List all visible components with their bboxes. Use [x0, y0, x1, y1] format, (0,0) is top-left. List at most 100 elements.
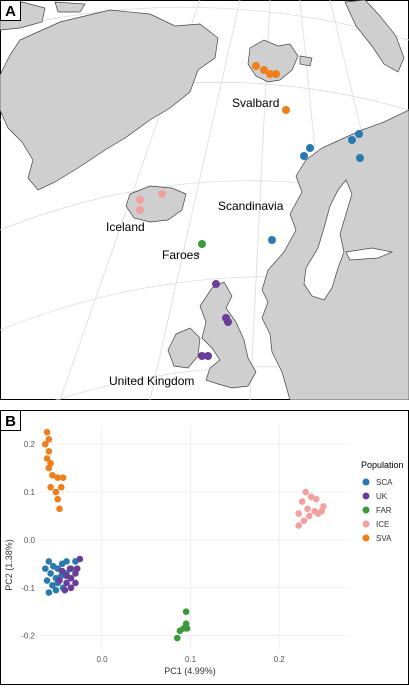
- point-sca: [43, 577, 51, 584]
- point-sva: [57, 483, 65, 491]
- arctic-island-small: [54, 1, 86, 13]
- y-tick-label: -0.2: [21, 632, 35, 641]
- pca-x-ticks: 0.0 0.1 0.2: [96, 655, 285, 664]
- legend-swatch-uk: [362, 492, 370, 500]
- map-point-sca: [306, 144, 314, 152]
- point-sca: [63, 558, 70, 565]
- point-uk: [73, 565, 81, 572]
- x-axis-label: PC1 (4.99%): [164, 666, 216, 676]
- point-ice: [298, 498, 306, 505]
- legend-swatch-ice: [362, 520, 370, 528]
- map-point-sca: [355, 130, 363, 138]
- pca-points: [42, 428, 327, 642]
- point-sva: [43, 455, 51, 462]
- svalbard-islet: [299, 55, 313, 67]
- label-united-kingdom: United Kingdom: [109, 374, 194, 388]
- point-sva: [49, 471, 56, 479]
- point-uk: [76, 555, 84, 563]
- legend-swatch-far: [362, 506, 370, 514]
- great-britain-landmass: [199, 281, 257, 389]
- faroe-islet: [196, 252, 200, 256]
- point-far: [176, 627, 184, 635]
- point-ice: [305, 512, 313, 520]
- label-faroes: Faroes: [162, 248, 199, 262]
- gulf-of-finland: [345, 247, 394, 261]
- legend-label-sca: SCA: [376, 478, 393, 487]
- point-sva: [54, 474, 62, 481]
- legend-label-far: FAR: [376, 506, 392, 515]
- y-tick-label: 0.1: [24, 488, 36, 497]
- map-point-sva: [282, 106, 290, 114]
- map-point-sva: [272, 70, 280, 78]
- point-sva: [54, 495, 62, 503]
- x-tick-label: 0.2: [274, 655, 286, 664]
- map-point-ice: [136, 206, 144, 214]
- point-uk: [61, 586, 69, 594]
- map-point-ice: [158, 190, 166, 198]
- point-ice: [313, 495, 320, 503]
- panel-b-letter: B: [5, 413, 16, 430]
- legend-swatch-sca: [362, 478, 370, 486]
- map-point-far: [198, 240, 206, 248]
- y-tick-label: -0.1: [21, 584, 35, 593]
- panel-a-letter-box: [0, 0, 21, 21]
- point-far: [173, 634, 181, 642]
- point-ice: [314, 510, 322, 517]
- novaya-zemlya-landmass: [344, 0, 405, 73]
- panel-b-letter-box: [0, 410, 21, 431]
- map-point-sva: [266, 70, 274, 78]
- point-sca: [47, 570, 54, 577]
- map-point-uk: [212, 280, 220, 288]
- baltic-sea: [303, 179, 353, 301]
- pca-panel: 0.0 0.1 0.2 -0.2 -0.1 0.0 0.1 0.2 PC1 (4.99%) …: [0, 410, 409, 685]
- map-svg: Svalbard Scandinavia Iceland Faroes Unit…: [0, 0, 409, 421]
- pca-grid: [40, 425, 350, 650]
- point-uk: [66, 565, 74, 572]
- map-point-ice: [136, 196, 144, 204]
- map-panel: Svalbard Scandinavia Iceland Faroes Unit…: [0, 0, 409, 421]
- label-svalbard: Svalbard: [232, 96, 279, 110]
- map-point-uk: [224, 318, 232, 326]
- point-sva: [52, 488, 60, 496]
- legend: Population SCA UK FAR ICE SVA: [361, 460, 404, 543]
- x-tick-label: 0.1: [185, 655, 197, 664]
- x-tick-label: 0.0: [96, 655, 108, 664]
- point-ice: [295, 510, 302, 517]
- point-sva: [45, 464, 53, 472]
- greenland-landmass: [0, 9, 219, 191]
- label-iceland: Iceland: [106, 220, 145, 234]
- point-sva: [45, 436, 53, 443]
- point-sca: [45, 558, 53, 565]
- ireland-landmass: [167, 327, 201, 369]
- point-sca: [42, 565, 49, 572]
- panel-a-letter: A: [5, 3, 16, 20]
- point-uk: [67, 574, 75, 582]
- pca-y-ticks: -0.2 -0.1 0.0 0.1 0.2: [21, 440, 35, 640]
- map-sample-points: [136, 62, 364, 360]
- point-uk: [72, 579, 79, 587]
- point-uk: [67, 584, 75, 592]
- point-ice: [307, 493, 315, 501]
- y-tick-label: 0.0: [24, 536, 36, 545]
- point-sva: [56, 505, 63, 513]
- y-axis-label: PC2 (1.38%): [4, 539, 14, 591]
- legend-label-sva: SVA: [376, 534, 392, 543]
- map-point-sca: [300, 152, 308, 160]
- point-ice: [300, 517, 308, 525]
- point-sva: [42, 440, 49, 448]
- point-sca: [52, 586, 60, 594]
- map-point-sca: [356, 154, 364, 162]
- point-sva: [45, 448, 53, 455]
- point-far: [182, 608, 190, 616]
- legend-swatch-sva: [362, 534, 370, 542]
- legend-label-uk: UK: [376, 492, 388, 501]
- legend-label-ice: ICE: [376, 520, 389, 529]
- y-tick-label: 0.2: [24, 440, 36, 449]
- map-point-uk: [204, 352, 212, 360]
- point-sva: [59, 474, 67, 481]
- point-ice: [304, 505, 311, 513]
- map-point-uk: [198, 352, 206, 360]
- map-point-sca: [348, 136, 356, 144]
- point-ice: [295, 522, 302, 529]
- point-uk: [56, 577, 63, 584]
